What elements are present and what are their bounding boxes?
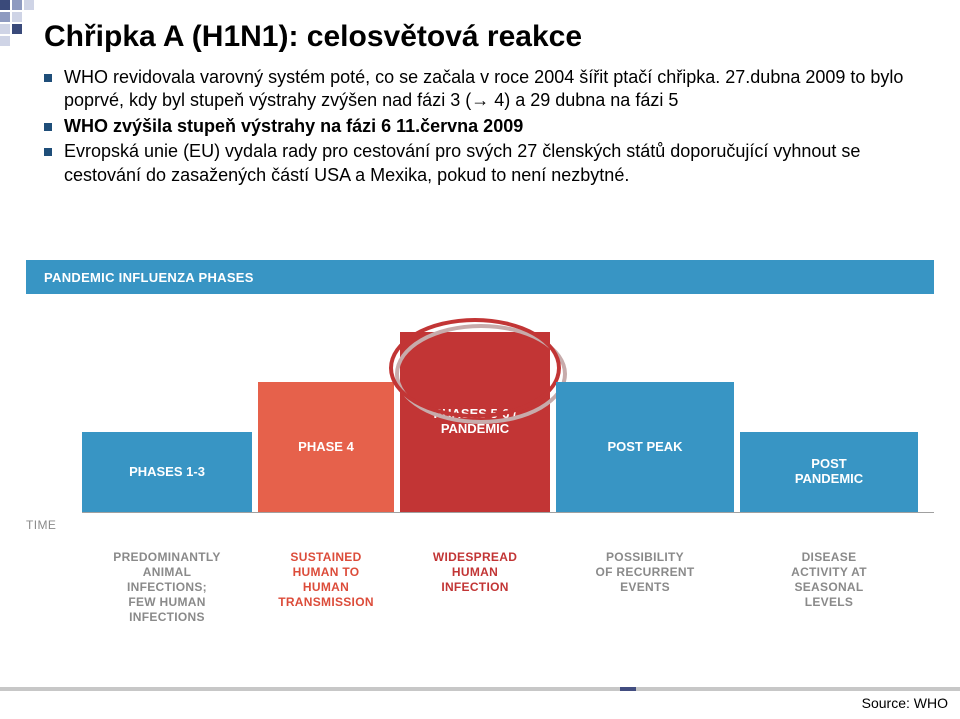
chart-banner: PANDEMIC INFLUENZA PHASES: [26, 260, 934, 294]
phase-bar: POSTPANDEMIC: [740, 432, 918, 512]
bullet-item: Evropská unie (EU) vydala rady pro cesto…: [44, 140, 916, 187]
bullet-list: WHO revidovala varovný systém poté, co s…: [44, 66, 916, 187]
bullet-bold: WHO zvýšila stupeň výstrahy na fázi 6 11…: [64, 116, 523, 136]
phase-bar: PHASES 1-3: [82, 432, 252, 512]
phase-description: DISEASEACTIVITY ATSEASONALLEVELS: [740, 550, 918, 610]
bars-region: PHASES 1-3PHASE 4PHASES 5-6 /PANDEMICPOS…: [26, 302, 934, 512]
slide-content: Chřipka A (H1N1): celosvětová reakce WHO…: [0, 0, 960, 187]
page-title: Chřipka A (H1N1): celosvětová reakce: [44, 20, 916, 54]
pandemic-phases-chart: PANDEMIC INFLUENZA PHASES PHASES 1-3PHAS…: [26, 260, 934, 640]
highlight-ellipse: [389, 318, 561, 418]
phase-description: WIDESPREADHUMANINFECTION: [400, 550, 550, 595]
footer-tick: [620, 687, 636, 691]
timeline-label: TIME: [26, 518, 56, 532]
source-label: Source: WHO: [862, 695, 948, 711]
footer-divider: [0, 687, 960, 691]
bullet-item: WHO revidovala varovný systém poté, co s…: [44, 66, 916, 113]
phase-description: POSSIBILITYOF RECURRENTEVENTS: [556, 550, 734, 595]
timeline-axis: [82, 512, 934, 513]
phase-bar: PHASE 4: [258, 382, 394, 512]
bullet-item: WHO zvýšila stupeň výstrahy na fázi 6 11…: [44, 115, 916, 138]
phase-description: SUSTAINEDHUMAN TOHUMANTRANSMISSION: [258, 550, 394, 610]
phase-bar: POST PEAK: [556, 382, 734, 512]
phase-description: PREDOMINANTLYANIMALINFECTIONS;FEW HUMANI…: [82, 550, 252, 625]
descriptions-row: PREDOMINANTLYANIMALINFECTIONS;FEW HUMANI…: [82, 550, 934, 640]
